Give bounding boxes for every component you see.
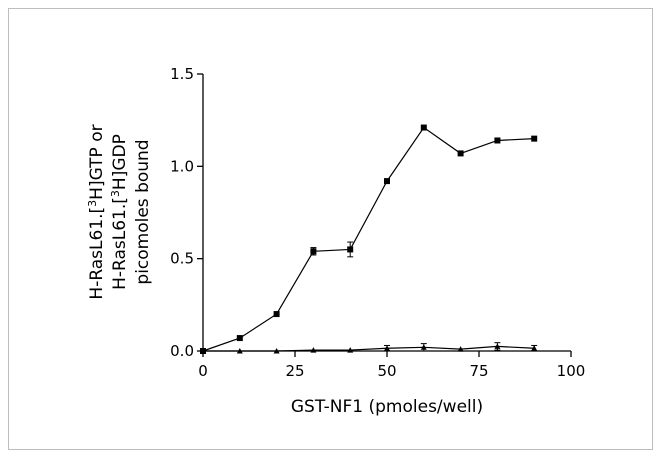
data-point-square: [531, 135, 538, 142]
data-point-square: [347, 246, 354, 253]
data-point-triangle: [384, 345, 390, 351]
axes: 0 25 50 75 100 0.0 0.5 1.0 1.5: [170, 65, 585, 380]
x-tick-label: 0: [198, 362, 208, 380]
series-line: [202, 126, 535, 352]
data-point-square: [273, 311, 280, 318]
y-axis-title: H-RasL61.[3H]GTP orH-RasL61.[3H]GDP picom…: [86, 124, 153, 299]
y-tick-label: 0.0: [170, 342, 194, 360]
data-point-triangle: [347, 347, 354, 353]
chart-marks: [200, 124, 538, 354]
data-point-square: [384, 178, 390, 185]
x-tick-label: 100: [557, 362, 586, 380]
series-line: [203, 345, 535, 352]
x-tick-label: 50: [377, 362, 396, 380]
data-point-square: [494, 137, 501, 144]
data-point-triangle: [236, 348, 243, 354]
y-axis-title-line: H-RasL61.[3H]GDP: [109, 134, 130, 290]
y-tick-label: 1.5: [170, 65, 194, 83]
data-point-square: [310, 248, 317, 255]
data-point-square: [457, 150, 464, 157]
data-point-triangle: [420, 344, 427, 350]
y-tick-label: 1.0: [170, 157, 194, 175]
data-point-square: [236, 335, 243, 342]
y-tick-label: 0.5: [170, 250, 194, 268]
x-tick-label: 25: [285, 362, 304, 380]
data-point-triangle: [200, 348, 206, 354]
x-axis-title: GST-NF1 (pmoles/well): [291, 397, 483, 417]
data-point-triangle: [310, 347, 317, 353]
data-point-square: [420, 124, 427, 131]
y-axis-title-line: picomoles bound: [133, 139, 153, 284]
figure-frame: [8, 8, 653, 450]
y-axis-title-line: H-RasL61.[3H]GTP or: [86, 124, 107, 299]
data-point-triangle: [494, 343, 501, 349]
x-tick-label: 75: [469, 362, 488, 380]
data-point-triangle: [457, 346, 464, 352]
data-point-triangle: [273, 348, 280, 354]
data-point-triangle: [531, 345, 538, 351]
